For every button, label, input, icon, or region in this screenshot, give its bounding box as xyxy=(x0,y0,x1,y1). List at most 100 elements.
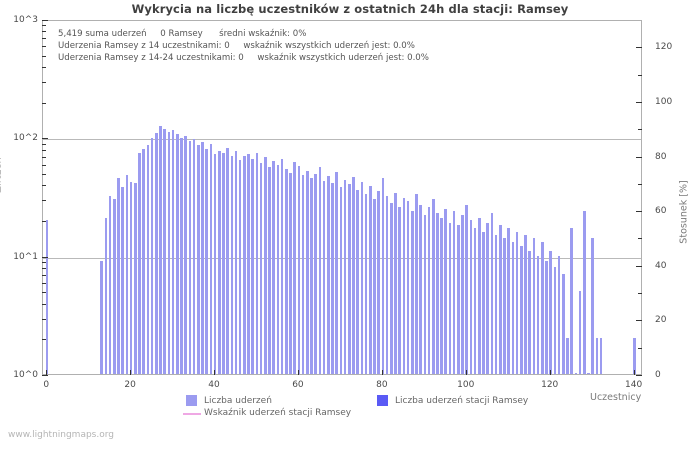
bar xyxy=(289,172,292,374)
bar xyxy=(192,139,196,374)
x-tick-label: 0 xyxy=(43,380,50,390)
y-right-tick-label: 0 xyxy=(655,370,661,380)
y-left-minor-tick xyxy=(42,221,46,223)
legend-label-2: Wskaźnik uderzeń stacji Ramsey xyxy=(204,408,352,418)
bar xyxy=(146,145,150,374)
bar xyxy=(134,183,137,374)
bar xyxy=(230,156,234,374)
bar xyxy=(360,181,364,374)
x-tick-label: 120 xyxy=(541,380,559,390)
bar xyxy=(285,169,288,374)
y-left-minor-tick xyxy=(42,274,46,276)
y-right-tick-label: 20 xyxy=(655,315,667,326)
bar xyxy=(125,175,129,374)
bar xyxy=(113,199,116,374)
bar xyxy=(431,199,435,374)
bar xyxy=(129,181,133,374)
bar xyxy=(163,128,166,374)
bar xyxy=(389,202,393,374)
bar xyxy=(402,197,406,374)
y-left-tick-mark xyxy=(42,256,48,258)
bar xyxy=(578,291,582,374)
y-left-minor-tick xyxy=(42,67,46,69)
y-left-minor-tick xyxy=(42,38,46,40)
y-right-tick-label: 80 xyxy=(655,151,667,162)
y-left-minor-tick xyxy=(42,81,46,83)
bar xyxy=(633,338,636,374)
bar xyxy=(352,177,355,374)
bar xyxy=(570,228,573,374)
bar xyxy=(448,222,452,374)
y-left-minor-tick xyxy=(42,143,46,145)
bar xyxy=(566,338,569,374)
bar xyxy=(238,160,242,374)
bar xyxy=(159,125,162,374)
bar xyxy=(188,141,192,374)
y-left-minor-tick xyxy=(42,46,46,48)
bar xyxy=(255,152,259,374)
bar xyxy=(469,220,473,374)
bar xyxy=(167,131,171,374)
bar xyxy=(293,161,297,374)
bar xyxy=(264,157,267,374)
bar xyxy=(318,167,322,374)
annotation-line-1: 5,419 suma uderzeń 0 Ramsey średni wskaź… xyxy=(58,29,307,39)
bar xyxy=(343,179,347,374)
bar xyxy=(377,191,380,374)
bar xyxy=(473,228,477,374)
bar xyxy=(528,250,531,374)
y-left-tick-label: 10^0 xyxy=(13,370,38,380)
bar xyxy=(452,210,456,374)
y-right-tick-label: 120 xyxy=(655,42,673,53)
bar xyxy=(356,189,359,374)
y-axis-right-label: Stosunek [%] xyxy=(678,180,690,244)
bar xyxy=(209,143,213,374)
y-left-tick-label: 10^1 xyxy=(13,251,38,262)
bar xyxy=(423,215,427,374)
y-axis-left-label: Zliczeń xyxy=(0,157,4,193)
y-left-minor-tick xyxy=(42,164,46,166)
x-tick-mark xyxy=(381,370,383,375)
legend-swatch-2 xyxy=(183,413,201,415)
bar xyxy=(490,212,494,374)
x-tick-mark xyxy=(130,370,132,375)
y-left-minor-tick xyxy=(42,149,46,151)
bar xyxy=(494,234,498,374)
bar xyxy=(171,129,175,374)
bar xyxy=(310,178,313,374)
x-tick-label: 20 xyxy=(124,380,136,390)
y-right-tick-label: 100 xyxy=(655,96,673,107)
bar xyxy=(180,137,183,374)
bar xyxy=(457,225,460,374)
y-right-tick-label: 60 xyxy=(655,206,667,217)
bar xyxy=(444,208,448,374)
bar xyxy=(175,134,179,374)
bar xyxy=(557,255,561,374)
bar xyxy=(599,338,603,374)
bar xyxy=(381,178,385,374)
y-right-tick-mark xyxy=(636,320,642,322)
bar xyxy=(234,151,238,374)
y-right-tick-mark xyxy=(636,101,642,103)
y-right-minor-tick xyxy=(638,129,642,131)
y-left-minor-tick xyxy=(42,318,46,320)
bar xyxy=(327,176,330,374)
annotation-line-3: Uderzenia Ramsey z 14-24 uczestnikami: 0… xyxy=(58,53,429,64)
x-tick-mark xyxy=(633,370,635,375)
bar xyxy=(272,161,276,374)
bar xyxy=(339,187,343,374)
bar xyxy=(532,238,536,374)
y-left-minor-tick xyxy=(42,185,46,187)
bar xyxy=(503,238,506,374)
y-right-tick-mark xyxy=(636,47,642,49)
bar xyxy=(591,238,594,374)
bar xyxy=(582,210,586,374)
y-left-tick-label: 10^2 xyxy=(13,133,38,144)
bar xyxy=(486,222,490,374)
y-right-minor-tick xyxy=(638,74,642,76)
y-right-tick-mark xyxy=(636,375,642,376)
bar xyxy=(243,155,246,374)
bar xyxy=(301,175,305,374)
bar xyxy=(398,206,401,374)
bar xyxy=(335,171,338,374)
